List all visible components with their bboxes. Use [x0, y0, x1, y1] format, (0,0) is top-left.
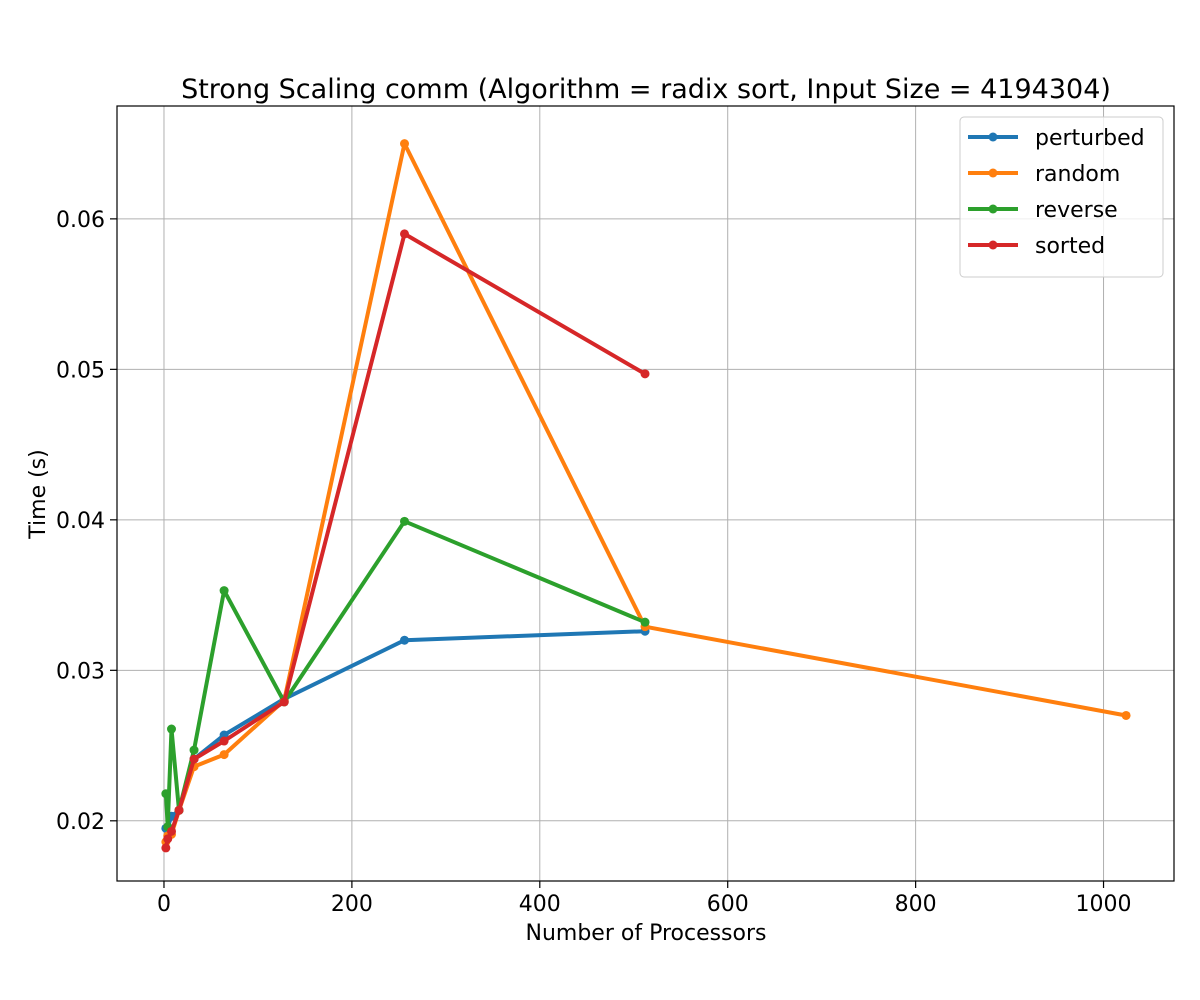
y-axis-label: Time (s)	[26, 449, 51, 539]
data-point-sorted	[400, 229, 410, 239]
legend-item-random: random	[968, 162, 1120, 187]
x-tick-label: 800	[895, 892, 937, 917]
series-layer	[161, 139, 1131, 853]
data-point-sorted	[219, 736, 229, 746]
data-point-random	[400, 139, 410, 149]
x-tick-label: 1000	[1076, 892, 1132, 917]
data-point-sorted	[640, 369, 650, 379]
data-point-reverse	[219, 586, 229, 596]
legend-marker-perturbed	[988, 132, 998, 142]
y-axis: 0.02 0.03 0.04 0.05 0.06	[56, 208, 117, 835]
data-point-reverse	[640, 617, 650, 627]
data-point-reverse	[161, 789, 171, 799]
data-point-sorted	[174, 805, 184, 815]
legend-item-reverse: reverse	[968, 198, 1118, 223]
data-point-sorted	[161, 843, 171, 853]
legend-marker-random	[988, 168, 998, 178]
data-point-sorted	[166, 826, 176, 836]
data-point-sorted	[189, 754, 199, 764]
x-tick-label: 200	[331, 892, 373, 917]
data-point-random	[1121, 710, 1131, 720]
legend-label-reverse: reverse	[1035, 198, 1118, 223]
x-axis-label: Number of Processors	[526, 921, 767, 946]
data-point-perturbed	[400, 635, 410, 645]
y-tick-label: 0.04	[56, 509, 105, 534]
data-point-reverse	[400, 516, 410, 526]
series-sorted	[161, 229, 650, 853]
data-point-sorted	[163, 834, 173, 844]
legend-marker-reverse	[988, 204, 998, 214]
plot-frame	[116, 105, 1175, 882]
chart-title: Strong Scaling comm (Algorithm = radix s…	[181, 74, 1111, 105]
data-point-random	[219, 750, 229, 760]
data-point-reverse	[189, 745, 199, 755]
data-point-sorted	[279, 697, 289, 707]
data-point-reverse	[166, 724, 176, 734]
y-tick-label: 0.02	[56, 810, 105, 835]
x-tick-label: 600	[707, 892, 749, 917]
legend-item-sorted: sorted	[968, 234, 1105, 259]
legend-label-sorted: sorted	[1035, 234, 1105, 259]
x-axis: 0 200 400 600 800 1000	[157, 881, 1132, 917]
legend-label-random: random	[1035, 162, 1120, 187]
x-tick-label: 400	[519, 892, 561, 917]
y-tick-label: 0.06	[56, 208, 105, 233]
y-tick-label: 0.03	[56, 659, 105, 684]
y-tick-label: 0.05	[56, 358, 105, 383]
x-tick-label: 0	[157, 892, 171, 917]
legend: perturbed random reverse sorted	[959, 116, 1164, 278]
legend-box	[959, 116, 1164, 278]
legend-item-perturbed: perturbed	[968, 126, 1145, 151]
legend-label-perturbed: perturbed	[1035, 126, 1145, 151]
legend-marker-sorted	[988, 240, 998, 250]
